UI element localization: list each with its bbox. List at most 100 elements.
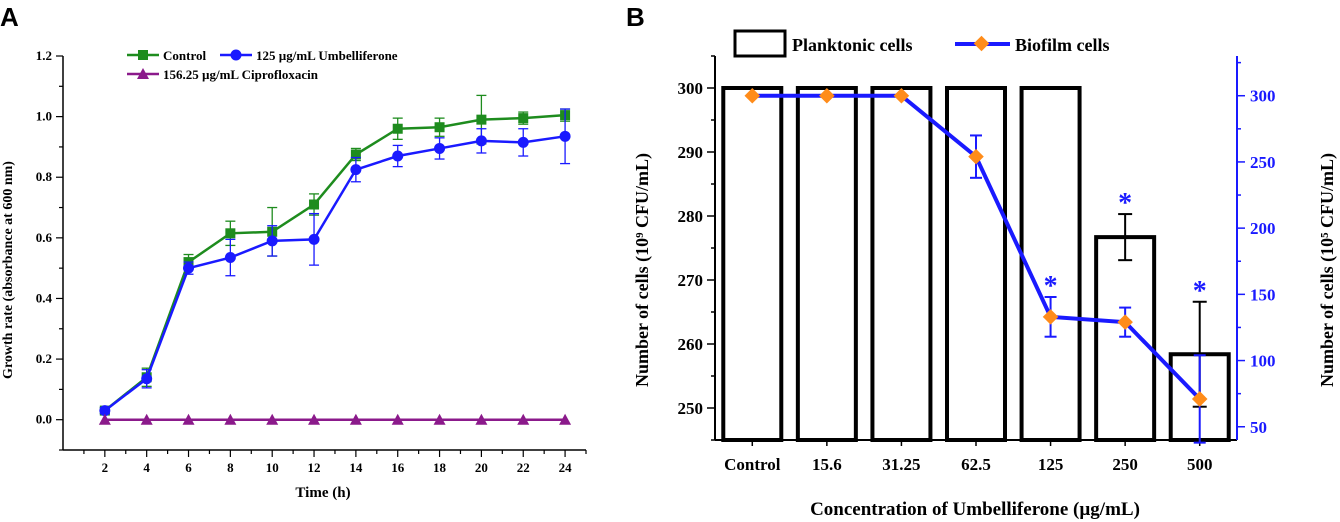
panel-a-series-line <box>104 135 566 412</box>
panel-b-left-tick-label: 270 <box>678 271 704 290</box>
panel-a-x-tick-label: 10 <box>266 460 279 475</box>
panel-b-right-y-ticks: 50 100 150 200 250 300 <box>1237 61 1276 437</box>
panel-a-data-point <box>349 413 362 425</box>
panel-b-bar <box>1019 86 1082 442</box>
legend-item-control: Control <box>127 48 206 63</box>
legend-item-planktonic: Planktonic cells <box>733 29 913 58</box>
panel-a-data-point <box>308 233 320 245</box>
panel-a-axes <box>62 56 586 451</box>
panel-b-bar <box>721 86 784 442</box>
panel-a-data-point <box>475 413 488 425</box>
panel-b-biofilm-series <box>744 87 1208 444</box>
panel-b-x-tick-label: 15.6 <box>812 455 842 474</box>
panel-a-x-tick-label: 6 <box>185 460 192 475</box>
panel-a-data-point <box>433 413 446 425</box>
panel-b-biofilm-data-point <box>1117 314 1133 330</box>
panel-a-data-point <box>140 413 153 425</box>
panel-a-data-point <box>225 228 236 239</box>
panel-a-y-tick-label: 0.6 <box>36 230 53 245</box>
panel-b-left-tick-label: 250 <box>678 399 704 418</box>
panel-a-y-tick-label: 0.8 <box>36 169 53 184</box>
panel-a-x-tick-label: 24 <box>559 460 573 475</box>
panel-a-data-point <box>518 113 529 124</box>
panel-b-right-tick-label: 250 <box>1250 153 1276 172</box>
panel-a-data-point <box>517 413 530 425</box>
legend-planktonic-swatch <box>733 29 787 58</box>
panel-a: A 2 4 6 8 10 12 14 16 18 20 22 24 0.00.20.40.60.81.… <box>0 2 587 501</box>
legend-item-ciprofloxacin: 156.25 µg/mL Ciprofloxacin <box>127 67 319 82</box>
panel-a-series <box>98 94 572 425</box>
panel-b-legend: Planktonic cells Biofilm cells <box>733 29 1109 58</box>
panel-a-x-tick-label: 4 <box>143 460 150 475</box>
panel-b-significance-asterisk: * <box>1193 276 1207 307</box>
legend-ciprofloxacin-marker <box>137 68 149 79</box>
panel-b-right-y-axis-label: Number of cells (10⁵ CFU/mL) <box>1317 153 1338 387</box>
panel-a-data-point <box>350 164 362 176</box>
panel-b-right-tick-label: 300 <box>1250 87 1276 106</box>
panel-b-right-tick-label: 200 <box>1250 219 1276 238</box>
panel-a-data-point <box>559 413 572 425</box>
panel-a-data-point <box>224 252 236 264</box>
legend-control-marker <box>138 50 148 60</box>
panel-b-label: B <box>626 2 645 32</box>
panel-a-data-point <box>350 149 361 160</box>
panel-a-plot-area: 2 4 6 8 10 12 14 16 18 20 22 24 0.00.20.40.60.81.01… <box>36 48 587 475</box>
panel-b-x-ticks: Control 15.6 31.25 62.5 125 250 500 <box>724 440 1212 474</box>
panel-a-data-point <box>309 199 320 210</box>
panel-a-label: A <box>0 2 19 32</box>
legend-control-label: Control <box>163 48 206 63</box>
panel-b-bar <box>870 86 933 442</box>
panel-b-significance-asterisk: * <box>1044 271 1058 302</box>
panel-a-x-tick-label: 14 <box>349 460 363 475</box>
panel-a-y-tick-label: 1.0 <box>36 109 52 124</box>
legend-biofilm-label: Biofilm cells <box>1015 35 1109 55</box>
panel-b-right-tick-label: 100 <box>1250 352 1276 371</box>
panel-b-significance-asterisk: * <box>1118 188 1132 219</box>
legend-item-biofilm: Biofilm cells <box>955 35 1109 55</box>
panel-a-x-ticks: 2 4 6 8 10 12 14 16 18 20 22 24 <box>83 450 587 475</box>
panel-a-data-point <box>266 413 279 425</box>
panel-a-y-ticks: 0.0 0.2 0.4 0.6 0.8 1.0 1.2 <box>36 48 63 451</box>
panel-b-biofilm-data-point <box>1191 391 1208 407</box>
panel-b-right-tick-label: 150 <box>1250 285 1276 304</box>
panel-b-x-tick-label: 250 <box>1112 455 1138 474</box>
legend-item-umbelliferone: 125 µg/mL Umbelliferone <box>220 48 398 63</box>
panel-a-series-line <box>104 113 566 412</box>
panel-b-bar <box>1094 235 1157 442</box>
panel-a-data-point <box>182 413 195 425</box>
panel-a-y-axis-label: Growth rate (absorbance at 600 nm) <box>1 161 16 379</box>
panel-a-data-point <box>434 122 445 133</box>
panel-a-data-point <box>308 413 321 425</box>
panel-a-data-point <box>391 413 404 425</box>
panel-a-data-point <box>392 123 403 134</box>
panel-b-right-tick-label: 50 <box>1250 418 1267 437</box>
panel-b-x-tick-label: Control <box>724 455 781 474</box>
panel-a-data-point <box>476 114 487 125</box>
panel-a-legend: Control 125 µg/mL Umbelliferone 156.25 µ… <box>127 48 398 82</box>
panel-a-data-point <box>99 405 111 417</box>
panel-a-x-tick-label: 22 <box>517 460 530 475</box>
panel-a-data-point <box>98 413 111 425</box>
panel-b-x-tick-label: 62.5 <box>961 455 991 474</box>
panel-a-series-circle <box>99 108 571 417</box>
panel-a-data-point <box>392 150 404 162</box>
panel-b-plot-area: 250 260 270 280 290 300 50 100 150 200 250 300 Con… <box>678 55 1276 474</box>
panel-a-x-tick-label: 18 <box>433 460 447 475</box>
panel-a-series-triangle <box>98 413 572 425</box>
legend-ciprofloxacin-label: 156.25 µg/mL Ciprofloxacin <box>163 67 319 82</box>
panel-a-data-point <box>517 136 529 148</box>
panel-a-data-point <box>183 262 195 274</box>
panel-a-y-tick-label: 1.2 <box>36 48 52 63</box>
panel-b-left-y-ticks: 250 260 270 280 290 300 <box>678 55 715 441</box>
legend-umbelliferone-label: 125 µg/mL Umbelliferone <box>256 48 398 63</box>
panel-a-y-tick-label: 0.0 <box>36 412 52 427</box>
panel-a-x-tick-label: 8 <box>227 460 234 475</box>
panel-a-x-tick-label: 16 <box>391 460 405 475</box>
panel-b-left-tick-label: 260 <box>678 335 704 354</box>
panel-b: B 250 260 270 280 290 300 50 100 150 200 250 300 C… <box>626 2 1338 520</box>
panel-b-x-tick-label: 500 <box>1187 455 1213 474</box>
panel-a-y-tick-label: 0.4 <box>36 290 53 305</box>
panel-b-left-tick-label: 300 <box>678 79 704 98</box>
panel-b-left-y-axis-label: Number of cells (10⁹ CFU/mL) <box>632 153 653 387</box>
panel-a-x-tick-label: 12 <box>308 460 321 475</box>
